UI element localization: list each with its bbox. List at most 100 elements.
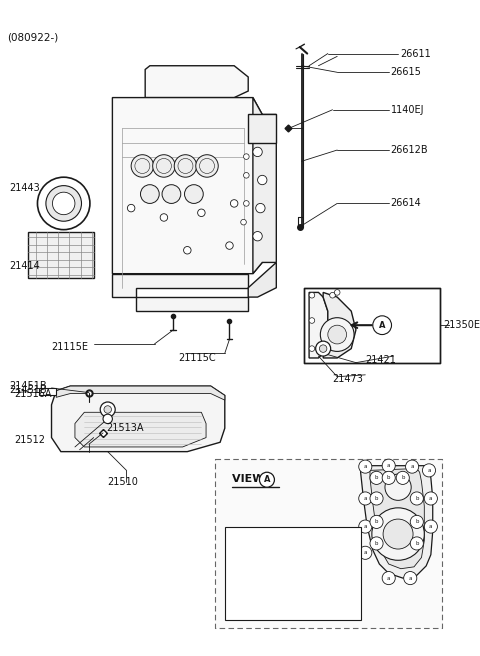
Circle shape: [410, 537, 423, 550]
Circle shape: [160, 214, 168, 221]
Circle shape: [359, 520, 372, 533]
Circle shape: [404, 571, 417, 584]
Polygon shape: [75, 413, 206, 447]
Polygon shape: [370, 468, 424, 569]
Circle shape: [196, 155, 218, 177]
Text: PNC: PNC: [317, 533, 335, 541]
Text: a: a: [429, 524, 432, 529]
Text: b: b: [387, 476, 390, 480]
Circle shape: [359, 546, 372, 560]
Text: a: a: [387, 463, 390, 468]
Text: 21513A: 21513A: [106, 423, 144, 433]
Text: a: a: [387, 575, 390, 581]
Text: 26614: 26614: [391, 198, 421, 209]
Text: 1140GD: 1140GD: [309, 558, 343, 567]
Text: a: a: [410, 464, 414, 469]
Polygon shape: [56, 386, 225, 400]
Text: 1140EJ: 1140EJ: [391, 105, 424, 115]
Text: 26615: 26615: [391, 68, 421, 77]
Circle shape: [370, 471, 383, 484]
Polygon shape: [360, 466, 433, 578]
Text: 21443: 21443: [10, 182, 40, 192]
Text: a: a: [363, 496, 367, 501]
Circle shape: [335, 289, 340, 295]
Circle shape: [424, 492, 437, 505]
Text: b: b: [415, 541, 419, 546]
Text: 21516A: 21516A: [14, 388, 51, 399]
Circle shape: [382, 471, 395, 484]
Text: 21473: 21473: [333, 373, 363, 384]
Circle shape: [52, 192, 75, 215]
Circle shape: [424, 520, 437, 533]
Text: 21414: 21414: [10, 261, 40, 271]
Circle shape: [104, 406, 111, 413]
Text: 1140ER: 1140ER: [310, 585, 342, 594]
Circle shape: [406, 460, 419, 473]
Text: A: A: [264, 475, 270, 484]
Circle shape: [316, 341, 331, 356]
Text: b: b: [375, 520, 378, 524]
Text: a: a: [363, 550, 367, 555]
Text: VIEW: VIEW: [232, 474, 269, 484]
Bar: [225, 527, 360, 620]
Circle shape: [141, 185, 159, 203]
Circle shape: [103, 414, 112, 424]
Circle shape: [359, 492, 372, 505]
Circle shape: [226, 242, 233, 249]
Circle shape: [309, 318, 315, 323]
Circle shape: [319, 345, 327, 352]
Circle shape: [250, 581, 267, 598]
Circle shape: [253, 147, 262, 157]
Circle shape: [250, 554, 267, 571]
Text: 21115C: 21115C: [178, 353, 216, 363]
Circle shape: [253, 232, 262, 241]
Circle shape: [198, 209, 205, 216]
Text: b: b: [375, 541, 378, 546]
Circle shape: [230, 199, 238, 207]
Text: 21421: 21421: [365, 355, 396, 365]
Polygon shape: [112, 98, 262, 274]
Polygon shape: [112, 274, 248, 297]
Circle shape: [328, 325, 347, 344]
Text: a: a: [256, 558, 261, 567]
Text: b: b: [401, 476, 405, 480]
Polygon shape: [323, 293, 356, 358]
Circle shape: [382, 571, 395, 584]
Polygon shape: [309, 293, 328, 358]
Text: b: b: [256, 585, 261, 594]
Circle shape: [183, 247, 191, 254]
Text: a: a: [363, 524, 367, 529]
Circle shape: [370, 516, 383, 529]
Polygon shape: [304, 288, 440, 363]
Circle shape: [162, 185, 181, 203]
Circle shape: [410, 516, 423, 529]
Circle shape: [243, 201, 249, 206]
Text: a: a: [408, 575, 412, 581]
Text: b: b: [415, 496, 419, 501]
Circle shape: [258, 175, 267, 185]
Circle shape: [385, 474, 411, 501]
Circle shape: [359, 460, 372, 473]
Circle shape: [184, 185, 203, 203]
Text: 26611: 26611: [400, 49, 431, 58]
Text: 21451B: 21451B: [10, 381, 47, 391]
Text: 21512: 21512: [14, 436, 45, 445]
Circle shape: [260, 472, 275, 487]
Polygon shape: [248, 262, 276, 297]
Text: 21451B: 21451B: [10, 385, 47, 395]
Text: b: b: [375, 496, 378, 501]
Circle shape: [309, 346, 315, 352]
Circle shape: [372, 508, 424, 560]
Text: b: b: [415, 520, 419, 524]
Circle shape: [131, 155, 154, 177]
Circle shape: [174, 155, 197, 177]
Circle shape: [382, 459, 395, 472]
Text: 21350E: 21350E: [443, 320, 480, 330]
Circle shape: [243, 173, 249, 178]
Circle shape: [240, 219, 246, 225]
Circle shape: [100, 402, 115, 417]
Circle shape: [370, 492, 383, 505]
Text: a: a: [429, 496, 432, 501]
Polygon shape: [145, 66, 248, 98]
Polygon shape: [248, 114, 276, 142]
